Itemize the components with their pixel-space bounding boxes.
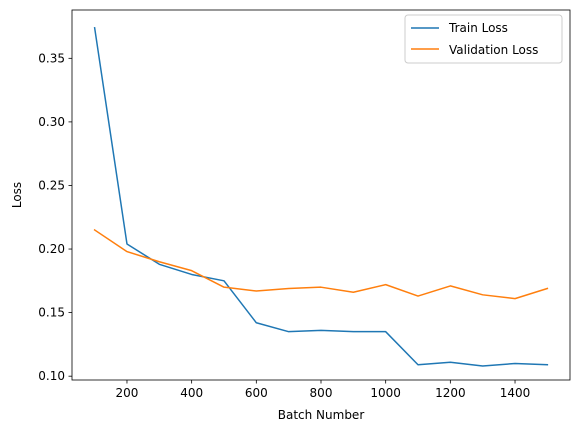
legend-box bbox=[404, 14, 563, 64]
x-tick-label: 400 bbox=[180, 386, 203, 400]
y-tick-label: 0.15 bbox=[38, 306, 65, 320]
series-lines bbox=[93, 26, 549, 367]
y-axis-label: Loss bbox=[10, 182, 24, 208]
legend-label-validation-loss: Validation Loss bbox=[449, 43, 538, 57]
y-axis-ticks: 0.10 0.15 0.20 0.25 0.30 0.35 bbox=[38, 51, 72, 383]
x-tick-label: 200 bbox=[116, 386, 139, 400]
y-tick-label: 0.25 bbox=[38, 178, 65, 192]
legend-label-train-loss: Train Loss bbox=[448, 21, 508, 35]
series-line-train-loss bbox=[93, 26, 549, 367]
x-axis-label: Batch Number bbox=[278, 408, 365, 422]
plot-area bbox=[71, 9, 571, 381]
legend: Train Loss Validation Loss bbox=[404, 14, 563, 64]
x-tick-label: 1200 bbox=[435, 386, 466, 400]
x-axis-ticks: 200 400 600 800 1000 1200 1400 bbox=[116, 380, 531, 400]
y-tick-label: 0.10 bbox=[38, 369, 65, 383]
y-tick-label: 0.35 bbox=[38, 51, 65, 65]
x-tick-label: 600 bbox=[245, 386, 268, 400]
x-tick-label: 1400 bbox=[500, 386, 531, 400]
series-line-validation-loss bbox=[93, 228, 549, 300]
y-tick-label: 0.20 bbox=[38, 242, 65, 256]
x-tick-label: 1000 bbox=[370, 386, 401, 400]
x-tick-label: 800 bbox=[310, 386, 333, 400]
y-tick-label: 0.30 bbox=[38, 115, 65, 129]
